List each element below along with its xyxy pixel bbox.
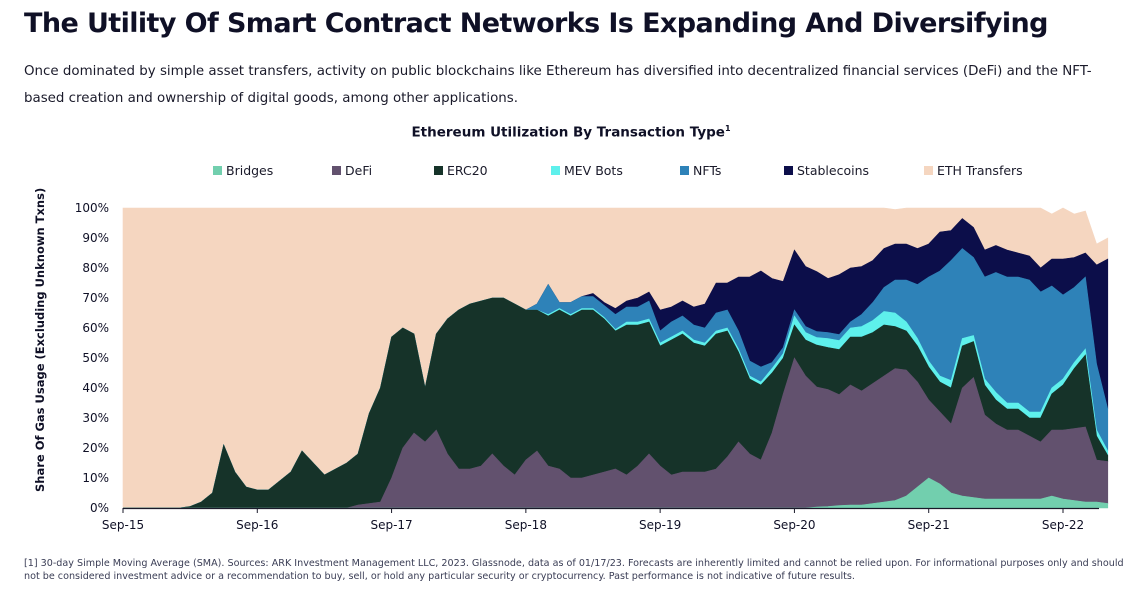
y-tick-label: 100% <box>75 201 109 215</box>
legend-swatch <box>680 166 689 175</box>
legend-item-mev-bots: MEV Bots <box>551 163 623 178</box>
legend-item-bridges: Bridges <box>213 163 273 178</box>
legend-swatch <box>784 166 793 175</box>
legend-item-nfts: NFTs <box>680 163 721 178</box>
chart-title: Ethereum Utilization By Transaction Type… <box>0 124 1142 141</box>
legend-swatch <box>434 166 443 175</box>
legend-swatch <box>551 166 560 175</box>
y-tick-label: 10% <box>82 471 109 485</box>
y-tick-label: 20% <box>82 441 109 455</box>
legend-label: ETH Transfers <box>937 163 1023 178</box>
legend-swatch <box>924 166 933 175</box>
legend-label: DeFi <box>345 163 373 178</box>
page-subtitle: Once dominated by simple asset transfers… <box>24 64 1092 106</box>
x-tick-label: Sep-19 <box>639 518 681 532</box>
y-tick-label: 40% <box>82 381 109 395</box>
legend-item-stablecoins: Stablecoins <box>784 163 869 178</box>
x-tick-label: Sep-17 <box>370 518 412 532</box>
chart-title-text: Ethereum Utilization By Transaction Type <box>411 124 725 141</box>
x-tick-label: Sep-22 <box>1042 518 1084 532</box>
y-tick-label: 0% <box>90 501 109 515</box>
legend-item-defi: DeFi <box>332 163 372 178</box>
chart-title-footnote-marker: 1 <box>724 124 731 133</box>
chart-legend: Bridges DeFi ERC20 MEV Bots NFTs Stablecoins E… <box>0 163 1142 181</box>
footnote: [1] 30-day Simple Moving Average (SMA). … <box>24 558 1124 582</box>
legend-label: ERC20 <box>447 163 488 178</box>
legend-label: Stablecoins <box>797 163 870 178</box>
y-tick-label: 70% <box>82 291 109 305</box>
y-tick-label: 50% <box>82 351 109 365</box>
y-tick-label: 80% <box>82 261 109 275</box>
x-tick-label: Sep-15 <box>102 518 144 532</box>
legend-label: NFTs <box>693 163 722 178</box>
x-tick-label: Sep-18 <box>505 518 547 532</box>
legend-item-erc20: ERC20 <box>434 163 488 178</box>
legend-swatch <box>213 166 222 175</box>
page-title: The Utility Of Smart Contract Networks I… <box>24 8 1048 39</box>
x-tick-label: Sep-21 <box>908 518 950 532</box>
chart-areas <box>122 207 1109 509</box>
chart-axes: Sep-15 Sep-16 Sep-17 Sep-18 Sep-19 Sep-20 Sep-… <box>75 201 1099 532</box>
y-tick-label: 60% <box>82 321 109 335</box>
legend-label: Bridges <box>226 163 274 178</box>
legend-swatch <box>332 166 341 175</box>
x-tick-label: Sep-20 <box>773 518 815 532</box>
legend-label: MEV Bots <box>564 163 623 178</box>
y-tick-label: 30% <box>82 411 109 425</box>
y-tick-label: 90% <box>82 231 109 245</box>
x-tick-label: Sep-16 <box>236 518 278 532</box>
legend-item-eth-transfers: ETH Transfers <box>924 163 1023 178</box>
